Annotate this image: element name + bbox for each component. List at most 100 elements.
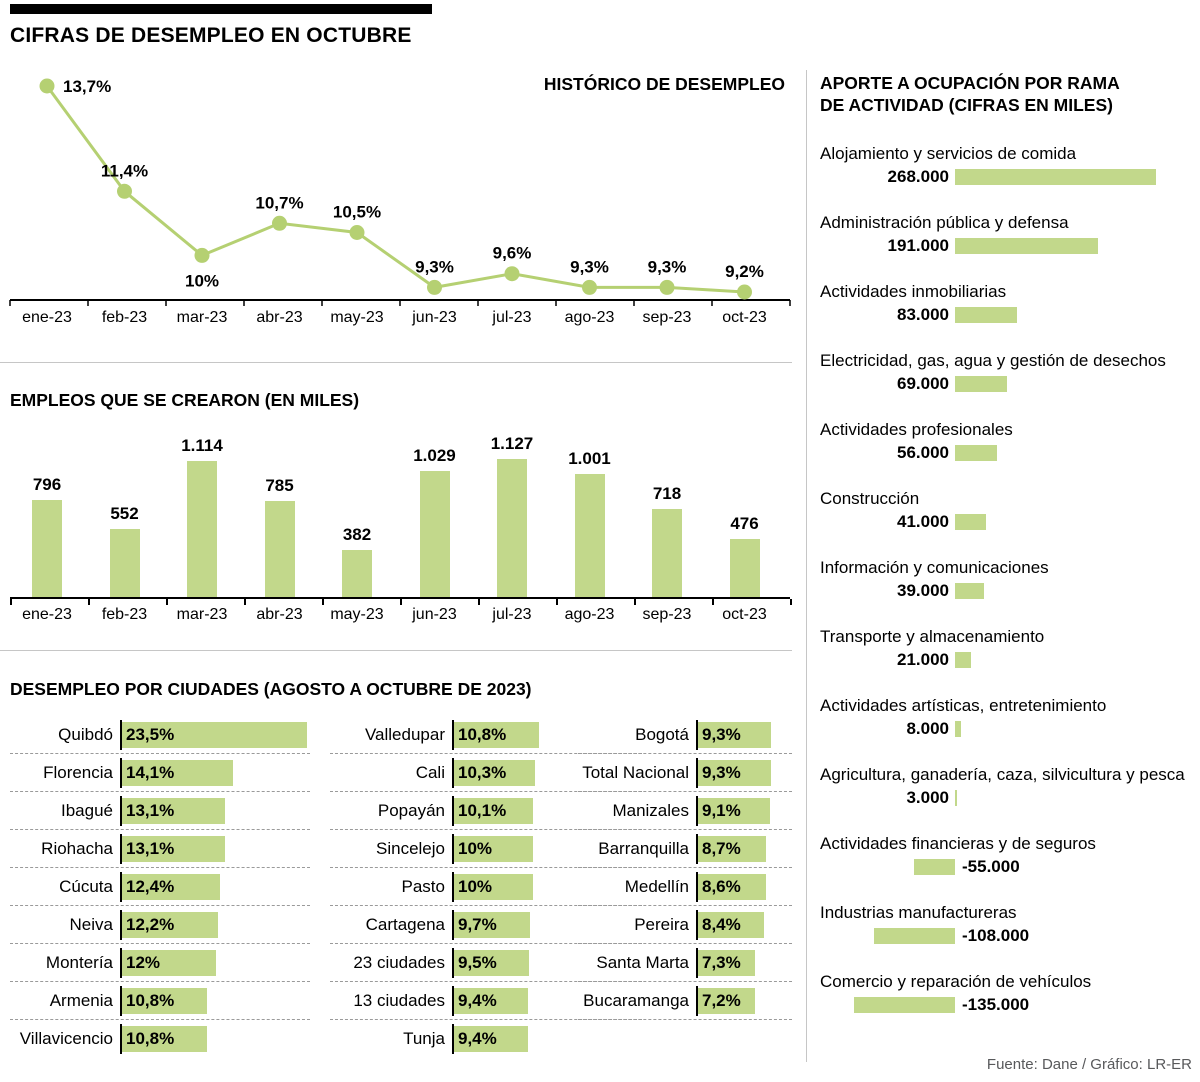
- city-row: Pasto 10%: [330, 868, 642, 906]
- line-point: [39, 78, 55, 94]
- x-tick-label: may-23: [330, 606, 384, 623]
- sector-bar: [955, 376, 1007, 392]
- bar-value-label: 796: [32, 475, 62, 494]
- sector-value: -55.000: [962, 857, 1020, 876]
- axis-tick: [244, 599, 246, 605]
- x-tick-label: oct-23: [722, 309, 767, 326]
- city-row: Medellín 8,6%: [578, 868, 792, 906]
- city-value: 10%: [458, 838, 493, 858]
- sector-bar-row: 268.000: [820, 166, 1192, 188]
- city-value: 8,4%: [702, 914, 741, 934]
- point-label: 9,3%: [570, 257, 609, 276]
- city-row: 13 ciudades 9,4%: [330, 982, 642, 1020]
- sector-value: -135.000: [962, 995, 1030, 1014]
- jobs-bar: [109, 529, 140, 597]
- sector-value: 191.000: [887, 236, 949, 255]
- city-label: Tunja: [403, 1029, 445, 1048]
- city-label: Villavicencio: [19, 1029, 113, 1048]
- city-row: Valledupar 10,8%: [330, 716, 642, 754]
- city-bar: 10,8%: [454, 721, 539, 748]
- city-row: Bucaramanga 7,2%: [578, 982, 792, 1020]
- city-value: 12,4%: [126, 876, 175, 896]
- line-point: [194, 247, 210, 263]
- city-bar: 10%: [454, 873, 533, 900]
- city-label: Cartagena: [365, 914, 445, 934]
- city-bar-axis: 10%: [452, 871, 533, 902]
- city-bar-axis: 7,3%: [696, 947, 755, 978]
- x-tick-label: abr-23: [256, 606, 303, 623]
- city-label: Bucaramanga: [583, 990, 689, 1010]
- city-bar: 8,4%: [698, 911, 764, 938]
- city-row: Cartagena 9,7%: [330, 906, 642, 944]
- bar-value-label: 1.029: [413, 446, 456, 465]
- x-tick-label: ago-23: [564, 606, 615, 623]
- sector-bar: [955, 721, 961, 737]
- cities-unemployment-chart: Quibdó 23,5% Florencia 14,1% Ibagué 13,1% Rioh…: [0, 716, 800, 1060]
- axis-tick: [634, 599, 636, 605]
- jobs-bar: [419, 471, 450, 597]
- city-bar-axis: 9,3%: [696, 757, 771, 788]
- sector-value: 8.000: [906, 719, 949, 738]
- city-bar-axis: 10,3%: [452, 757, 535, 788]
- sector-label: Actividades artísticas, entretenimiento: [820, 696, 1107, 715]
- sector-bar-row: 69.000: [820, 373, 1192, 395]
- cities-column: Valledupar 10,8% Cali 10,3% Popayán 10,1% Sinc…: [330, 716, 642, 1058]
- point-label: 13,7%: [63, 77, 111, 96]
- sector-value: 41.000: [897, 512, 949, 531]
- sector-bar-row: -55.000: [820, 856, 1192, 878]
- sector-item: Electricidad, gas, agua y gestión de des…: [820, 351, 1192, 420]
- city-bar: 13,1%: [122, 835, 225, 862]
- x-tick-label: mar-23: [177, 309, 228, 326]
- city-bar-axis: 12,4%: [120, 871, 220, 902]
- sector-bar: [955, 307, 1017, 323]
- bar-value-label: 718: [652, 484, 682, 503]
- axis-tick: [10, 599, 12, 605]
- city-bar-axis: 9,4%: [452, 985, 528, 1016]
- jobs-bar: [574, 474, 605, 597]
- city-bar: 9,7%: [454, 911, 530, 938]
- city-bar-axis: 10%: [452, 833, 533, 864]
- city-row: Santa Marta 7,3%: [578, 944, 792, 982]
- line-point: [504, 266, 520, 282]
- city-bar-axis: 10,1%: [452, 795, 533, 826]
- sector-label: Actividades financieras y de seguros: [820, 834, 1096, 853]
- page-title: CIFRAS DE DESEMPLEO EN OCTUBRE: [10, 24, 412, 47]
- sector-label: Construcción: [820, 489, 920, 508]
- city-value: 9,3%: [702, 762, 741, 782]
- sector-value: 3.000: [906, 788, 949, 807]
- city-row: 23 ciudades 9,5%: [330, 944, 642, 982]
- point-label: 9,2%: [725, 262, 764, 281]
- city-bar-axis: 9,5%: [452, 947, 529, 978]
- sector-label: Electricidad, gas, agua y gestión de des…: [820, 351, 1166, 370]
- x-tick-label: jun-23: [412, 606, 457, 623]
- city-label: Neiva: [69, 914, 113, 934]
- city-bar: 13,1%: [122, 797, 225, 824]
- sector-bar-row: 3.000: [820, 787, 1192, 809]
- city-row: Armenia 10,8%: [10, 982, 310, 1020]
- city-value: 23,5%: [126, 724, 175, 744]
- axis-tick: [478, 599, 480, 605]
- point-label: 9,6%: [493, 244, 532, 263]
- city-bar: 8,7%: [698, 835, 766, 862]
- sector-value: 268.000: [887, 167, 949, 186]
- city-row: Manizales 9,1%: [578, 792, 792, 830]
- city-value: 8,7%: [702, 838, 741, 858]
- city-row: Bogotá 9,3%: [578, 716, 792, 754]
- sector-item: Comercio y reparación de vehículos -135.0…: [820, 972, 1192, 1041]
- top-accent-bar: [10, 4, 432, 14]
- city-bar: 23,5%: [122, 721, 307, 748]
- x-tick-label: oct-23: [722, 606, 767, 623]
- bar-value-label: 382: [342, 525, 372, 544]
- sector-bar: [955, 652, 971, 668]
- section-divider: [0, 650, 792, 651]
- city-value: 12,2%: [126, 914, 175, 934]
- city-bar: 10,3%: [454, 759, 535, 786]
- x-tick-label: may-23: [330, 309, 383, 326]
- x-axis: [10, 597, 790, 599]
- x-tick-label: feb-23: [102, 309, 147, 326]
- sector-value: 83.000: [897, 305, 949, 324]
- city-label: Montería: [45, 952, 113, 972]
- sector-bar: [874, 928, 955, 944]
- city-bar-axis: 9,3%: [696, 719, 771, 750]
- bar-value-label: 552: [110, 504, 139, 523]
